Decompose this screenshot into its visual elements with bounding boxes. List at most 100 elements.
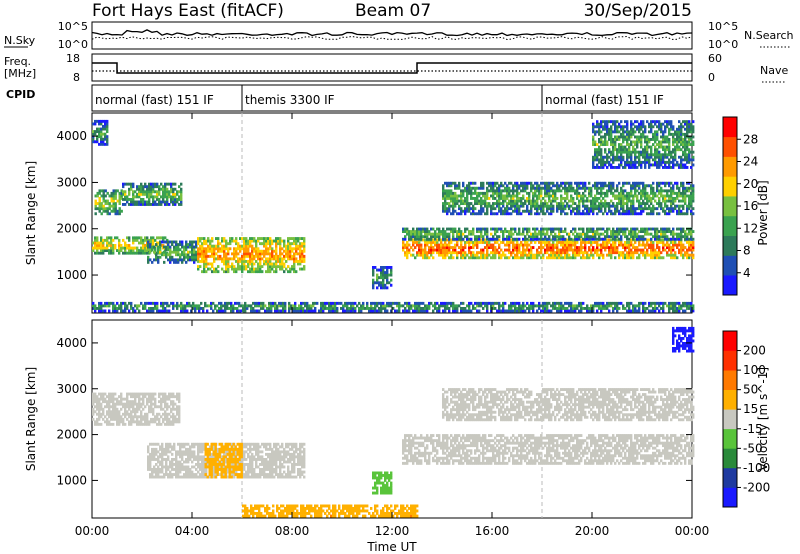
heatmap-cell (159, 250, 162, 254)
heatmap-cell (422, 230, 425, 233)
heatmap-cell (494, 212, 497, 216)
heatmap-cell (226, 301, 229, 305)
heatmap-cell (152, 200, 155, 204)
heatmap-cell (428, 246, 431, 249)
heatmap-cell (676, 232, 679, 236)
heatmap-cell (520, 197, 523, 200)
heatmap-cell (612, 212, 615, 216)
heatmap-cell (408, 304, 411, 308)
heatmap-cell (404, 253, 407, 257)
heatmap-cell (244, 304, 247, 308)
heatmap-cell (678, 145, 681, 149)
heatmap-cell (432, 248, 435, 252)
heatmap-cell (300, 309, 303, 313)
heatmap-cell (482, 237, 485, 241)
heatmap-cell (660, 181, 663, 185)
heatmap-cell (241, 237, 244, 240)
heatmap-cell (201, 254, 204, 258)
heatmap-cell (124, 309, 127, 313)
heatmap-cell (247, 265, 250, 268)
heatmap-cell (630, 120, 633, 124)
heatmap-cell (616, 204, 619, 208)
heatmap-cell (590, 207, 593, 211)
heatmap-cell (436, 301, 439, 305)
heatmap-cell (306, 304, 309, 308)
heatmap-cell (558, 248, 561, 252)
heatmap-cell (682, 256, 685, 260)
heatmap-cell (652, 209, 655, 213)
heatmap-cell (310, 309, 313, 313)
heatmap-cell (610, 125, 613, 129)
heatmap-cell (279, 244, 282, 248)
heatmap-cell (426, 235, 429, 239)
heatmap-cell (130, 203, 133, 206)
heatmap-cell (650, 237, 653, 241)
heatmap-cell (596, 186, 599, 190)
heatmap-cell (252, 307, 255, 310)
heatmap-cell (488, 246, 491, 249)
heatmap-cell (594, 184, 597, 188)
heatmap-cell (680, 235, 683, 239)
heatmap-cell (173, 240, 176, 244)
heatmap-cell (516, 197, 519, 200)
heatmap-cell (420, 253, 423, 257)
heatmap-cell (608, 209, 611, 213)
heatmap-cell (526, 227, 529, 231)
heatmap-cell (692, 197, 695, 200)
heatmap-cell (159, 245, 162, 249)
heatmap-cell (422, 238, 425, 242)
heatmap-cell (586, 209, 589, 213)
heatmap-cell (370, 301, 373, 305)
heatmap-cell (152, 309, 155, 313)
heatmap-cell (249, 257, 252, 261)
heatmap-cell (138, 203, 141, 206)
heatmap-cell (205, 239, 208, 243)
heatmap-cell (110, 246, 113, 250)
heatmap-cell (562, 256, 565, 260)
heatmap-cell (502, 194, 505, 198)
heatmap-cell (658, 158, 661, 162)
heatmap-cell (670, 251, 673, 255)
heatmap-cell (554, 243, 557, 247)
heatmap-cell (496, 204, 499, 208)
heatmap-cell (301, 252, 304, 256)
date-label: 30/Sep/2015 (584, 1, 692, 21)
heatmap-cell (684, 191, 687, 195)
heatmap-cell (271, 265, 274, 268)
heatmap-cell (480, 204, 483, 208)
heatmap-cell (303, 265, 306, 268)
heatmap-cell (104, 137, 107, 141)
heatmap-cell (686, 155, 689, 159)
heatmap-cell (652, 135, 655, 139)
heatmap-cell (122, 246, 125, 250)
heatmap-cell (540, 204, 543, 208)
heatmap-cell (257, 237, 260, 240)
heatmap-cell (426, 241, 429, 244)
heatmap-cell (582, 194, 585, 198)
heatmap-cell (462, 307, 465, 310)
heatmap-cell (458, 246, 461, 249)
heatmap-cell (492, 212, 495, 216)
heatmap-cell (420, 248, 423, 252)
heatmap-cell (293, 270, 296, 274)
heatmap-cell (592, 125, 595, 129)
heatmap-cell (546, 243, 549, 247)
heatmap-cell (638, 163, 641, 167)
heatmap-cell (628, 197, 631, 200)
heatmap-cell (524, 189, 527, 193)
heatmap-cell (662, 246, 665, 249)
heatmap-cell (562, 243, 565, 247)
heatmap-cell (582, 253, 585, 257)
heatmap-cell (576, 184, 579, 188)
heatmap-cell (600, 232, 603, 236)
heatmap-cell (157, 248, 160, 252)
heatmap-cell (154, 304, 157, 308)
heatmap-cell (460, 307, 463, 310)
heatmap-cell (239, 267, 242, 271)
heatmap-cell (602, 158, 605, 162)
heatmap-cell (610, 243, 613, 247)
heatmap-cell (640, 132, 643, 136)
heatmap-cell (448, 204, 451, 208)
heatmap-cell (480, 186, 483, 190)
heatmap-cell (508, 194, 511, 198)
